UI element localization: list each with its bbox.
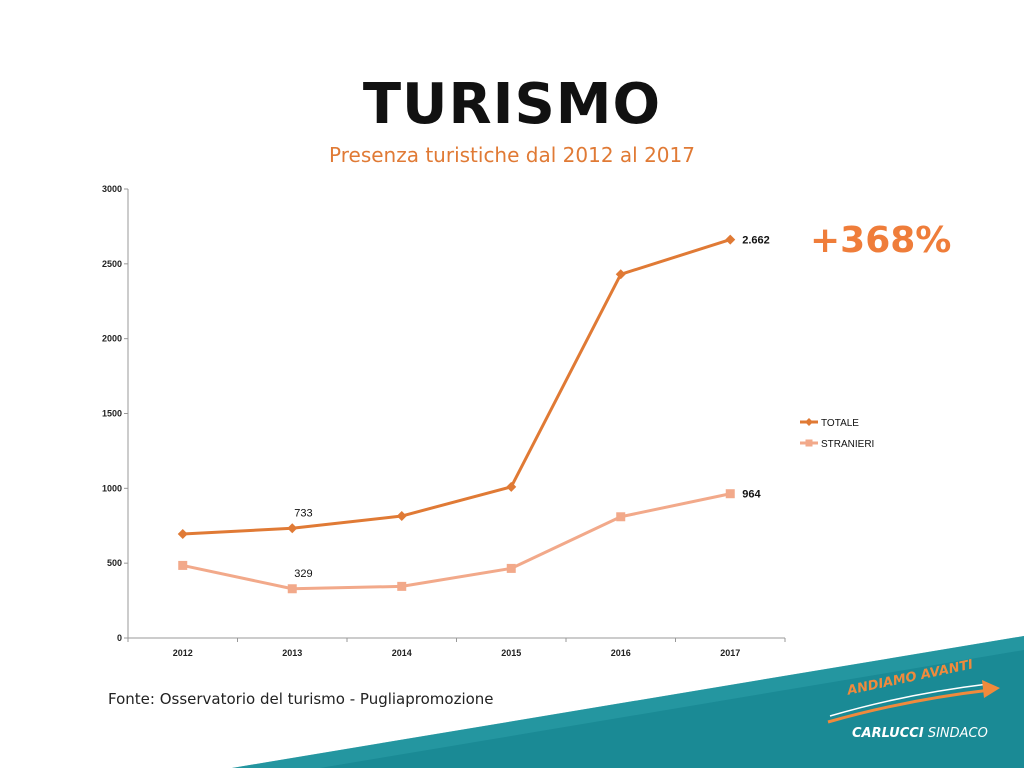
y-tick-label: 2000	[102, 334, 122, 344]
y-tick-label: 3000	[102, 184, 122, 194]
data-label: 2.662	[742, 235, 770, 247]
data-point-totale	[396, 511, 407, 522]
data-point-stranieri	[725, 489, 735, 499]
source-note: Fonte: Osservatorio del turismo - Puglia…	[108, 690, 494, 708]
x-tick-label: 2012	[173, 648, 193, 658]
data-point-totale	[287, 523, 298, 534]
chart-legend: TOTALE STRANIERI	[800, 418, 874, 450]
legend-label: TOTALE	[821, 418, 859, 429]
x-tick-label: 2015	[501, 648, 521, 658]
candidate-role: SINDACO	[927, 726, 988, 741]
chart-series	[177, 234, 736, 594]
data-point-totale	[177, 528, 188, 539]
candidate-name: CARLUCCI	[852, 726, 924, 741]
data-point-stranieri	[397, 581, 407, 591]
series-line-totale	[182, 238, 731, 536]
page-title: TURISMO	[362, 72, 662, 137]
series-line-stranieri	[182, 492, 731, 591]
page-subtitle: Presenza turistiche dal 2012 al 2017	[329, 143, 695, 167]
x-tick-label: 2013	[282, 648, 302, 658]
data-label: 329	[294, 568, 312, 580]
legend-marker	[805, 439, 813, 447]
y-tick-label: 1000	[102, 483, 122, 493]
y-tick-label: 2500	[102, 259, 122, 269]
x-tick-label: 2016	[611, 648, 631, 658]
x-axis-ticks: 2012 2013 2014 2015 2016 2017	[127, 638, 786, 658]
chart-annotations: 733 2.662 329 964	[294, 235, 770, 580]
x-tick-label: 2014	[392, 648, 412, 658]
y-tick-label: 1500	[102, 409, 122, 419]
candidate-logo: CARLUCCI SINDACO	[852, 726, 988, 741]
y-axis-ticks: 0 500 1000 1500 2000 2500 3000	[102, 184, 128, 643]
data-point-stranieri	[616, 512, 626, 522]
chart-axes	[127, 189, 785, 639]
data-label: 964	[742, 489, 761, 501]
y-tick-label: 0	[117, 633, 122, 643]
data-label: 733	[294, 507, 312, 519]
data-point-totale	[615, 269, 626, 280]
x-tick-label: 2017	[720, 648, 740, 658]
growth-percentage: +368%	[810, 220, 952, 261]
data-point-stranieri	[178, 560, 188, 570]
arrow-icon	[827, 680, 1000, 724]
y-tick-label: 500	[107, 558, 122, 568]
data-point-totale	[725, 234, 736, 245]
data-point-totale	[506, 481, 517, 492]
legend-label: STRANIERI	[821, 439, 874, 450]
data-point-stranieri	[506, 563, 516, 573]
data-point-stranieri	[287, 584, 297, 594]
legend-marker	[805, 418, 813, 426]
